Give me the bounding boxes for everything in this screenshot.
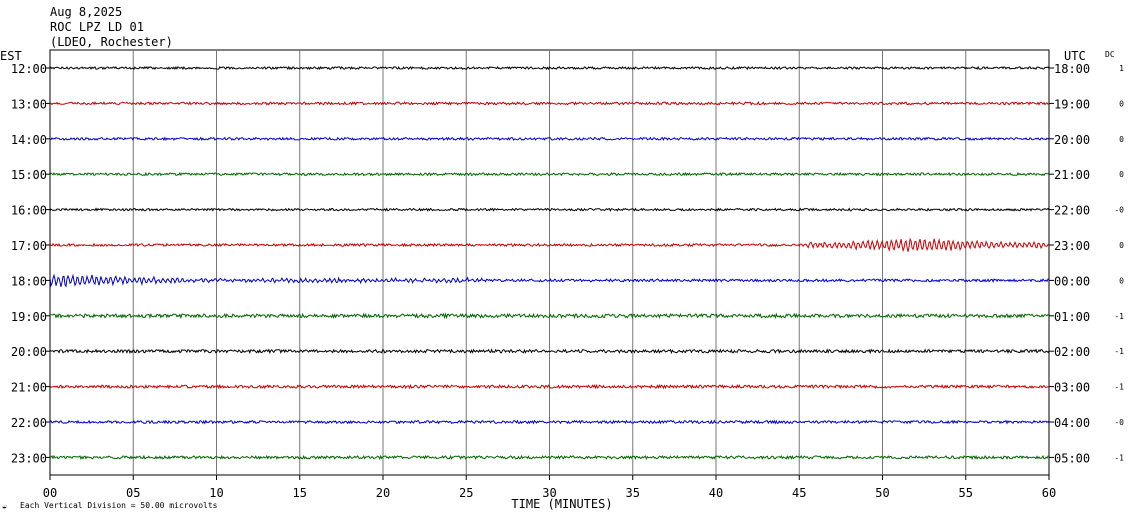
dc-offset-value: 0 <box>1119 135 1124 144</box>
utc-time-label: 04:00 <box>1054 416 1090 430</box>
dc-header: DC <box>1105 50 1115 59</box>
trace-row-1900 <box>50 312 1050 320</box>
corner-mark: ☔ <box>2 503 7 512</box>
dc-offset-value: -0 <box>1114 418 1124 427</box>
utc-time-label: 18:00 <box>1054 62 1090 76</box>
header-date: Aug 8,2025 <box>50 5 122 19</box>
trace-row-1500 <box>49 171 1050 177</box>
dc-offset-value: 0 <box>1119 170 1124 179</box>
est-time-label: 15:00 <box>11 168 47 182</box>
trace-row-2300 <box>49 454 1050 461</box>
x-tick-label: 45 <box>792 486 806 500</box>
right-timezone-label: UTC <box>1064 49 1086 63</box>
plot-grid <box>49 49 1050 476</box>
x-tick-label: 00 <box>43 486 57 500</box>
utc-time-label: 02:00 <box>1054 345 1090 359</box>
est-time-label: 19:00 <box>11 310 47 324</box>
utc-time-label: 03:00 <box>1054 381 1090 395</box>
utc-time-label: 19:00 <box>1054 97 1090 111</box>
utc-time-label: 20:00 <box>1054 133 1090 147</box>
est-time-label: 22:00 <box>11 416 47 430</box>
est-time-label: 17:00 <box>11 239 47 253</box>
header-network: (LDEO, Rochester) <box>50 35 173 49</box>
x-tick-label: 55 <box>959 486 973 500</box>
x-tick-label: 10 <box>209 486 223 500</box>
dc-offset-value: -1 <box>1114 453 1124 462</box>
dc-offset-value: -1 <box>1114 347 1124 356</box>
x-tick-label: 25 <box>459 486 473 500</box>
dc-offset-value: -1 <box>1114 312 1124 321</box>
est-time-label: 18:00 <box>11 274 47 288</box>
x-tick-label: 20 <box>376 486 390 500</box>
est-time-label: 20:00 <box>11 345 47 359</box>
trace-row-1600 <box>49 207 1050 212</box>
trace-row-1700 <box>49 237 1050 253</box>
x-tick-label: 05 <box>126 486 140 500</box>
utc-time-label: 01:00 <box>1054 310 1090 324</box>
utc-time-label: 05:00 <box>1054 451 1090 465</box>
dc-offset-value: 0 <box>1119 276 1124 285</box>
utc-time-label: 23:00 <box>1054 239 1090 253</box>
est-time-label: 23:00 <box>11 451 47 465</box>
trace-row-1800 <box>49 273 1050 288</box>
est-time-label: 13:00 <box>11 97 47 111</box>
trace-row-2000 <box>49 348 1050 355</box>
x-axis-title: TIME (MINUTES) <box>511 497 612 511</box>
x-tick-label: 60 <box>1042 486 1056 500</box>
est-time-label: 12:00 <box>11 62 47 76</box>
x-axis-ticks: 00 05 10 15 20 25 30 35 40 45 50 55 60 <box>43 475 1056 500</box>
trace-row-2100 <box>49 383 1050 390</box>
utc-time-label: 21:00 <box>1054 168 1090 182</box>
dc-offset-value: -1 <box>1114 383 1124 392</box>
est-time-label: 21:00 <box>11 381 47 395</box>
trace-row-1300 <box>49 101 1050 106</box>
trace-row-1400 <box>49 136 1050 142</box>
dc-offset-value: 1 <box>1119 64 1124 73</box>
header-station: ROC LPZ LD 01 <box>50 20 144 34</box>
x-tick-label: 35 <box>626 486 640 500</box>
dc-offset-value: 0 <box>1119 99 1124 108</box>
dc-offset-value: -0 <box>1114 206 1124 215</box>
est-time-label: 16:00 <box>11 204 47 218</box>
trace-row-2200 <box>49 419 1050 425</box>
x-tick-label: 15 <box>293 486 307 500</box>
seismogram-traces <box>49 65 1050 461</box>
x-tick-label: 30 <box>542 486 556 500</box>
utc-time-label: 22:00 <box>1054 204 1090 218</box>
trace-row-1200 <box>49 65 1050 71</box>
dc-offset-value: 0 <box>1119 241 1124 250</box>
row-labels: 12:00 18:00 1 13:00 19:00 0 14:00 20:00 0 15:00 21… <box>11 62 1124 465</box>
est-time-label: 14:00 <box>11 133 47 147</box>
x-tick-label: 40 <box>709 486 723 500</box>
utc-time-label: 00:00 <box>1054 274 1090 288</box>
scale-note: Each Vertical Division = 50.00 microvolt… <box>20 501 218 510</box>
x-tick-label: 50 <box>875 486 889 500</box>
left-timezone-label: EST <box>0 49 22 63</box>
